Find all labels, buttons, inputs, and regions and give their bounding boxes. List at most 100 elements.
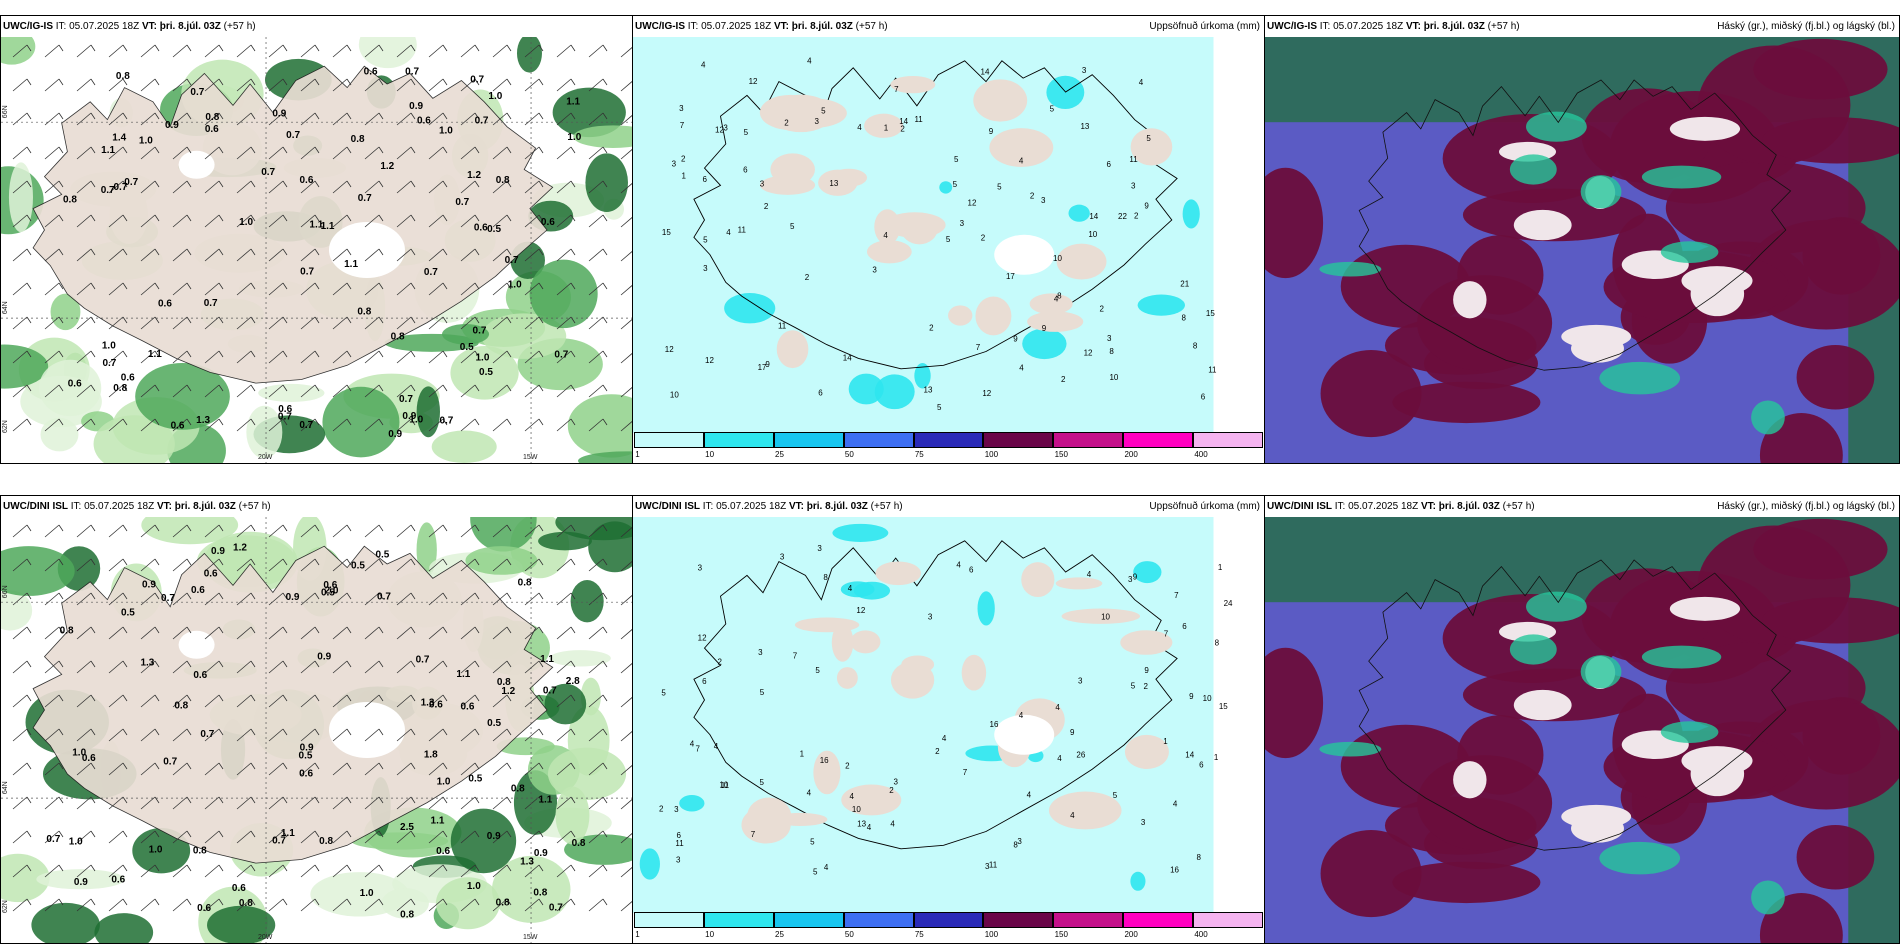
wind-barb-icon xyxy=(12,384,32,398)
wind-barb-icon xyxy=(172,282,192,296)
gust-value-label: 0.9 xyxy=(74,877,88,888)
wind-barb-icon xyxy=(12,180,32,194)
gust-value-label: 0.8 xyxy=(518,578,532,589)
wind-barb-icon xyxy=(108,694,128,708)
precip-value-label: 3 xyxy=(723,124,728,133)
precip-value-label: 6 xyxy=(818,389,823,398)
precip-value-label: 4 xyxy=(850,792,855,801)
wind-barb-icon xyxy=(620,799,632,810)
wind-barb-icon xyxy=(108,384,128,398)
wind-barb-icon xyxy=(556,44,576,58)
wind-barb-icon xyxy=(236,830,256,844)
wind-barb-icon xyxy=(236,592,256,606)
gust-value-label: 1.1 xyxy=(431,816,445,827)
colorbar-tick-label: 100 xyxy=(984,930,999,939)
gust-value-label: 2.0 xyxy=(325,586,339,597)
gust-value-label: 0.7 xyxy=(416,655,430,666)
wind-barb-icon xyxy=(172,180,192,194)
wind-barb-icon xyxy=(12,558,32,572)
precip-value-label: 3 xyxy=(674,805,679,814)
wind-barb-icon xyxy=(588,316,608,330)
gust-value-label: 1.0 xyxy=(102,340,116,351)
precip-value-label: 3 xyxy=(780,553,785,562)
wind-barb-icon xyxy=(396,78,416,92)
colorbar-tick-label: 75 xyxy=(914,450,924,459)
wind-barb-icon xyxy=(140,694,160,708)
gust-value-label: 1.2 xyxy=(467,170,481,181)
wind-barb-icon xyxy=(492,180,512,194)
wind-barb-icon xyxy=(524,898,544,912)
wind-barb-icon xyxy=(396,592,416,606)
gust-value-label: 1.0 xyxy=(467,881,481,892)
wind-barb-icon xyxy=(492,350,512,364)
wind-barb-icon xyxy=(300,418,320,432)
gust-value-label: 0.7 xyxy=(163,756,177,767)
gust-value-label: 0.7 xyxy=(300,267,314,278)
precip-value-label: 5 xyxy=(760,778,765,787)
precip-value-label: 12 xyxy=(749,77,758,86)
wind-barb-icon xyxy=(76,248,96,262)
precip-value-label: 3 xyxy=(893,777,898,786)
precip-value-label: 1 xyxy=(800,749,805,758)
wind-barb-icon xyxy=(588,44,608,58)
wind-barb-icon xyxy=(44,248,64,262)
precip-value-label: 9 xyxy=(1144,201,1149,210)
precip-value-label: 7 xyxy=(963,768,968,777)
wind-barb-icon xyxy=(268,728,288,742)
wind-barb-icon xyxy=(588,418,608,432)
panel-top-precip: UWC/IG-IS IT: 05.07.2025 18Z VT: þri. 8.… xyxy=(632,15,1265,464)
gust-value-label: 0.8 xyxy=(357,307,371,318)
gust-value-label: 1.0 xyxy=(488,91,502,102)
wind-barb-icon xyxy=(364,728,384,742)
gust-value-label: 1.1 xyxy=(321,221,335,232)
precip-value-label: 17 xyxy=(758,363,767,372)
wind-barb-icon xyxy=(44,112,64,126)
precip-value-label: 8 xyxy=(1193,341,1198,350)
wind-barb-icon xyxy=(460,626,480,640)
wind-barb-icon xyxy=(492,660,512,674)
precip-value-label: 5 xyxy=(790,222,795,231)
wind-barb-icon xyxy=(140,180,160,194)
wind-barb-icon xyxy=(460,762,480,776)
wind-barb-icon xyxy=(204,44,224,58)
gust-value-label: 0.8 xyxy=(391,332,405,343)
wind-barb-icon xyxy=(364,524,384,538)
gust-value-label: 0.7 xyxy=(475,116,489,127)
wind-barb-icon xyxy=(108,316,128,330)
wind-barb-icon xyxy=(140,830,160,844)
wind-barb-icon xyxy=(428,830,448,844)
wind-barb-icon xyxy=(396,830,416,844)
precip-value-label: 3 xyxy=(872,266,877,275)
wind-barb-icon xyxy=(428,214,448,228)
precip-value-label: 5 xyxy=(946,235,951,244)
panel-header: UWC/IG-IS IT: 05.07.2025 18Z VT: þri. 8.… xyxy=(1,16,632,37)
model-name: UWC/IG-IS xyxy=(635,21,685,32)
precip-map: 7111213141016167343481217109798262416764… xyxy=(633,517,1264,913)
gust-value-label: 0.7 xyxy=(399,394,413,405)
precip-value-label: 3 xyxy=(960,219,965,228)
precip-value-label: 2 xyxy=(764,202,769,211)
wind-barb-icon xyxy=(140,316,160,330)
wind-barb-icon xyxy=(76,112,96,126)
wind-barb-icon xyxy=(364,214,384,228)
wind-barb-icon xyxy=(236,728,256,742)
colorbar-swatch xyxy=(1193,432,1263,448)
wind-barb-icon xyxy=(76,830,96,844)
colorbar-tick-label: 100 xyxy=(984,450,999,459)
wind-barb-icon xyxy=(396,44,416,58)
wind-barb-icon xyxy=(556,694,576,708)
wind-barb-icon xyxy=(300,146,320,160)
wind-barb-icon xyxy=(268,418,288,432)
precip-value-label: 8 xyxy=(1109,347,1114,356)
precip-value-label: 22 xyxy=(1118,212,1127,221)
wind-barb-icon xyxy=(588,146,608,160)
wind-barb-icon xyxy=(396,864,416,878)
wind-barb-icon xyxy=(172,898,192,912)
valid-time: þri. 8.júl. 03Z xyxy=(1423,21,1485,32)
gust-value-label: 0.8 xyxy=(496,897,510,908)
precip-value-label: 4 xyxy=(1057,754,1062,763)
precip-value-label: 5 xyxy=(953,180,958,189)
precip-value-label: 8 xyxy=(1196,853,1201,862)
wind-barb-icon xyxy=(236,384,256,398)
precip-value-label: 4 xyxy=(956,560,961,569)
